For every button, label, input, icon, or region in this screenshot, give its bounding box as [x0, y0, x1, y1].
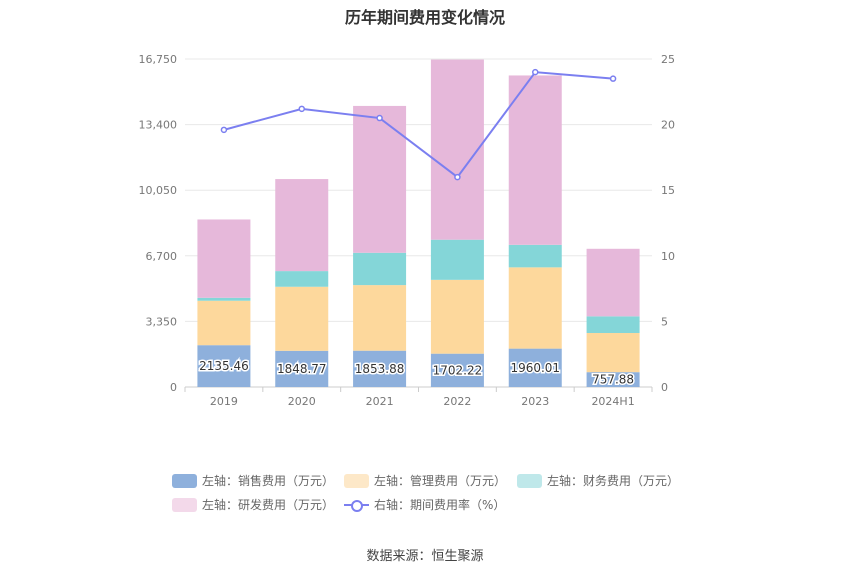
y-left-tick-label: 3,350	[146, 315, 178, 328]
data-label: 2135.46	[199, 359, 249, 373]
legend-item-finance[interactable]: 左轴：财务费用（万元）	[517, 472, 679, 489]
legend-swatch-sales	[172, 473, 197, 488]
legend-item-rate[interactable]: 右轴：期间费用率（%）	[344, 496, 505, 513]
bar-segment-finance	[430, 239, 484, 280]
bar-segment-rd	[586, 248, 640, 317]
bar-segment-rd	[430, 59, 484, 240]
bar-segment-sales	[353, 350, 407, 387]
bar-segment-admin	[508, 267, 562, 349]
rate-point	[609, 75, 617, 82]
legend-label-rd: 左轴：研发费用（万元）	[202, 498, 335, 512]
x-tick-label: 2023	[521, 395, 549, 408]
y-left-tick-label: 13,400	[139, 119, 178, 132]
y-right-tick-label: 25	[661, 53, 675, 66]
data-source-note: 数据来源：恒生聚源	[366, 549, 484, 564]
y-right-tick-label: 20	[661, 119, 675, 132]
bar-segment-finance	[508, 244, 562, 268]
y-right-tick-label: 0	[661, 381, 668, 394]
y-left-tick-label: 6,700	[146, 250, 178, 263]
x-tick-label: 2022	[443, 395, 471, 408]
bar-segment-rd	[275, 179, 329, 272]
bar-segment-admin	[586, 332, 640, 373]
legend-label-finance: 左轴：财务费用（万元）	[547, 474, 680, 488]
legend-label-rate: 右轴：期间费用率（%）	[374, 498, 506, 512]
bar-segment-finance	[197, 297, 251, 301]
y-left-tick-label: 10,050	[139, 184, 178, 197]
x-tick-label: 2021	[366, 395, 394, 408]
rate-point	[298, 105, 305, 113]
legend-item-admin[interactable]: 左轴：管理费用（万元）	[344, 472, 506, 489]
legend-swatch-rd	[172, 497, 197, 512]
legend-swatch-admin	[344, 473, 369, 488]
data-label: 1960.01	[510, 361, 560, 375]
bar-segment-sales	[430, 353, 484, 387]
bar-segment-sales	[197, 345, 251, 387]
chart-title: 历年期间费用变化情况	[344, 8, 505, 27]
y-right-tick-label: 5	[661, 315, 668, 328]
bar-segment-rd	[197, 219, 251, 298]
data-label: 757.88	[592, 373, 634, 387]
bar-segment-admin	[353, 285, 407, 351]
legend-swatch-finance	[517, 473, 542, 488]
legend-item-sales[interactable]: 左轴：销售费用（万元）	[172, 472, 334, 489]
data-label: 1702.22	[433, 363, 483, 377]
bar-segment-sales	[508, 348, 562, 387]
bar-segment-sales	[586, 372, 640, 387]
y-right-tick-label: 10	[661, 250, 675, 263]
rate-point	[532, 68, 539, 76]
bar-segment-finance	[275, 271, 329, 287]
legend-swatch-rate	[344, 498, 369, 512]
y-right-tick-label: 15	[661, 184, 675, 197]
bar-segment-admin	[275, 286, 329, 351]
legend-label-admin: 左轴：管理费用（万元）	[374, 474, 507, 488]
legend-item-rd[interactable]: 左轴：研发费用（万元）	[172, 496, 334, 513]
bar-segment-admin	[430, 279, 484, 354]
rate-point	[376, 114, 383, 122]
bar-segment-rd	[353, 105, 407, 253]
bar-segment-finance	[586, 316, 640, 333]
legend-label-sales: 左轴：销售费用（万元）	[202, 474, 335, 488]
x-tick-label: 2019	[210, 395, 238, 408]
data-label: 1853.88	[355, 362, 405, 376]
bar-segment-rd	[508, 75, 562, 245]
bar-segment-admin	[197, 300, 251, 346]
bar-segment-finance	[353, 252, 407, 286]
data-label: 1848.77	[277, 362, 327, 376]
x-tick-label: 2024H1	[591, 395, 634, 408]
x-tick-label: 2020	[288, 395, 316, 408]
y-left-tick-label: 0	[170, 381, 177, 394]
bar-segment-sales	[275, 350, 329, 387]
y-left-tick-label: 16,750	[139, 53, 178, 66]
rate-point	[454, 173, 461, 181]
rate-line	[223, 71, 614, 179]
rate-point	[220, 126, 228, 134]
